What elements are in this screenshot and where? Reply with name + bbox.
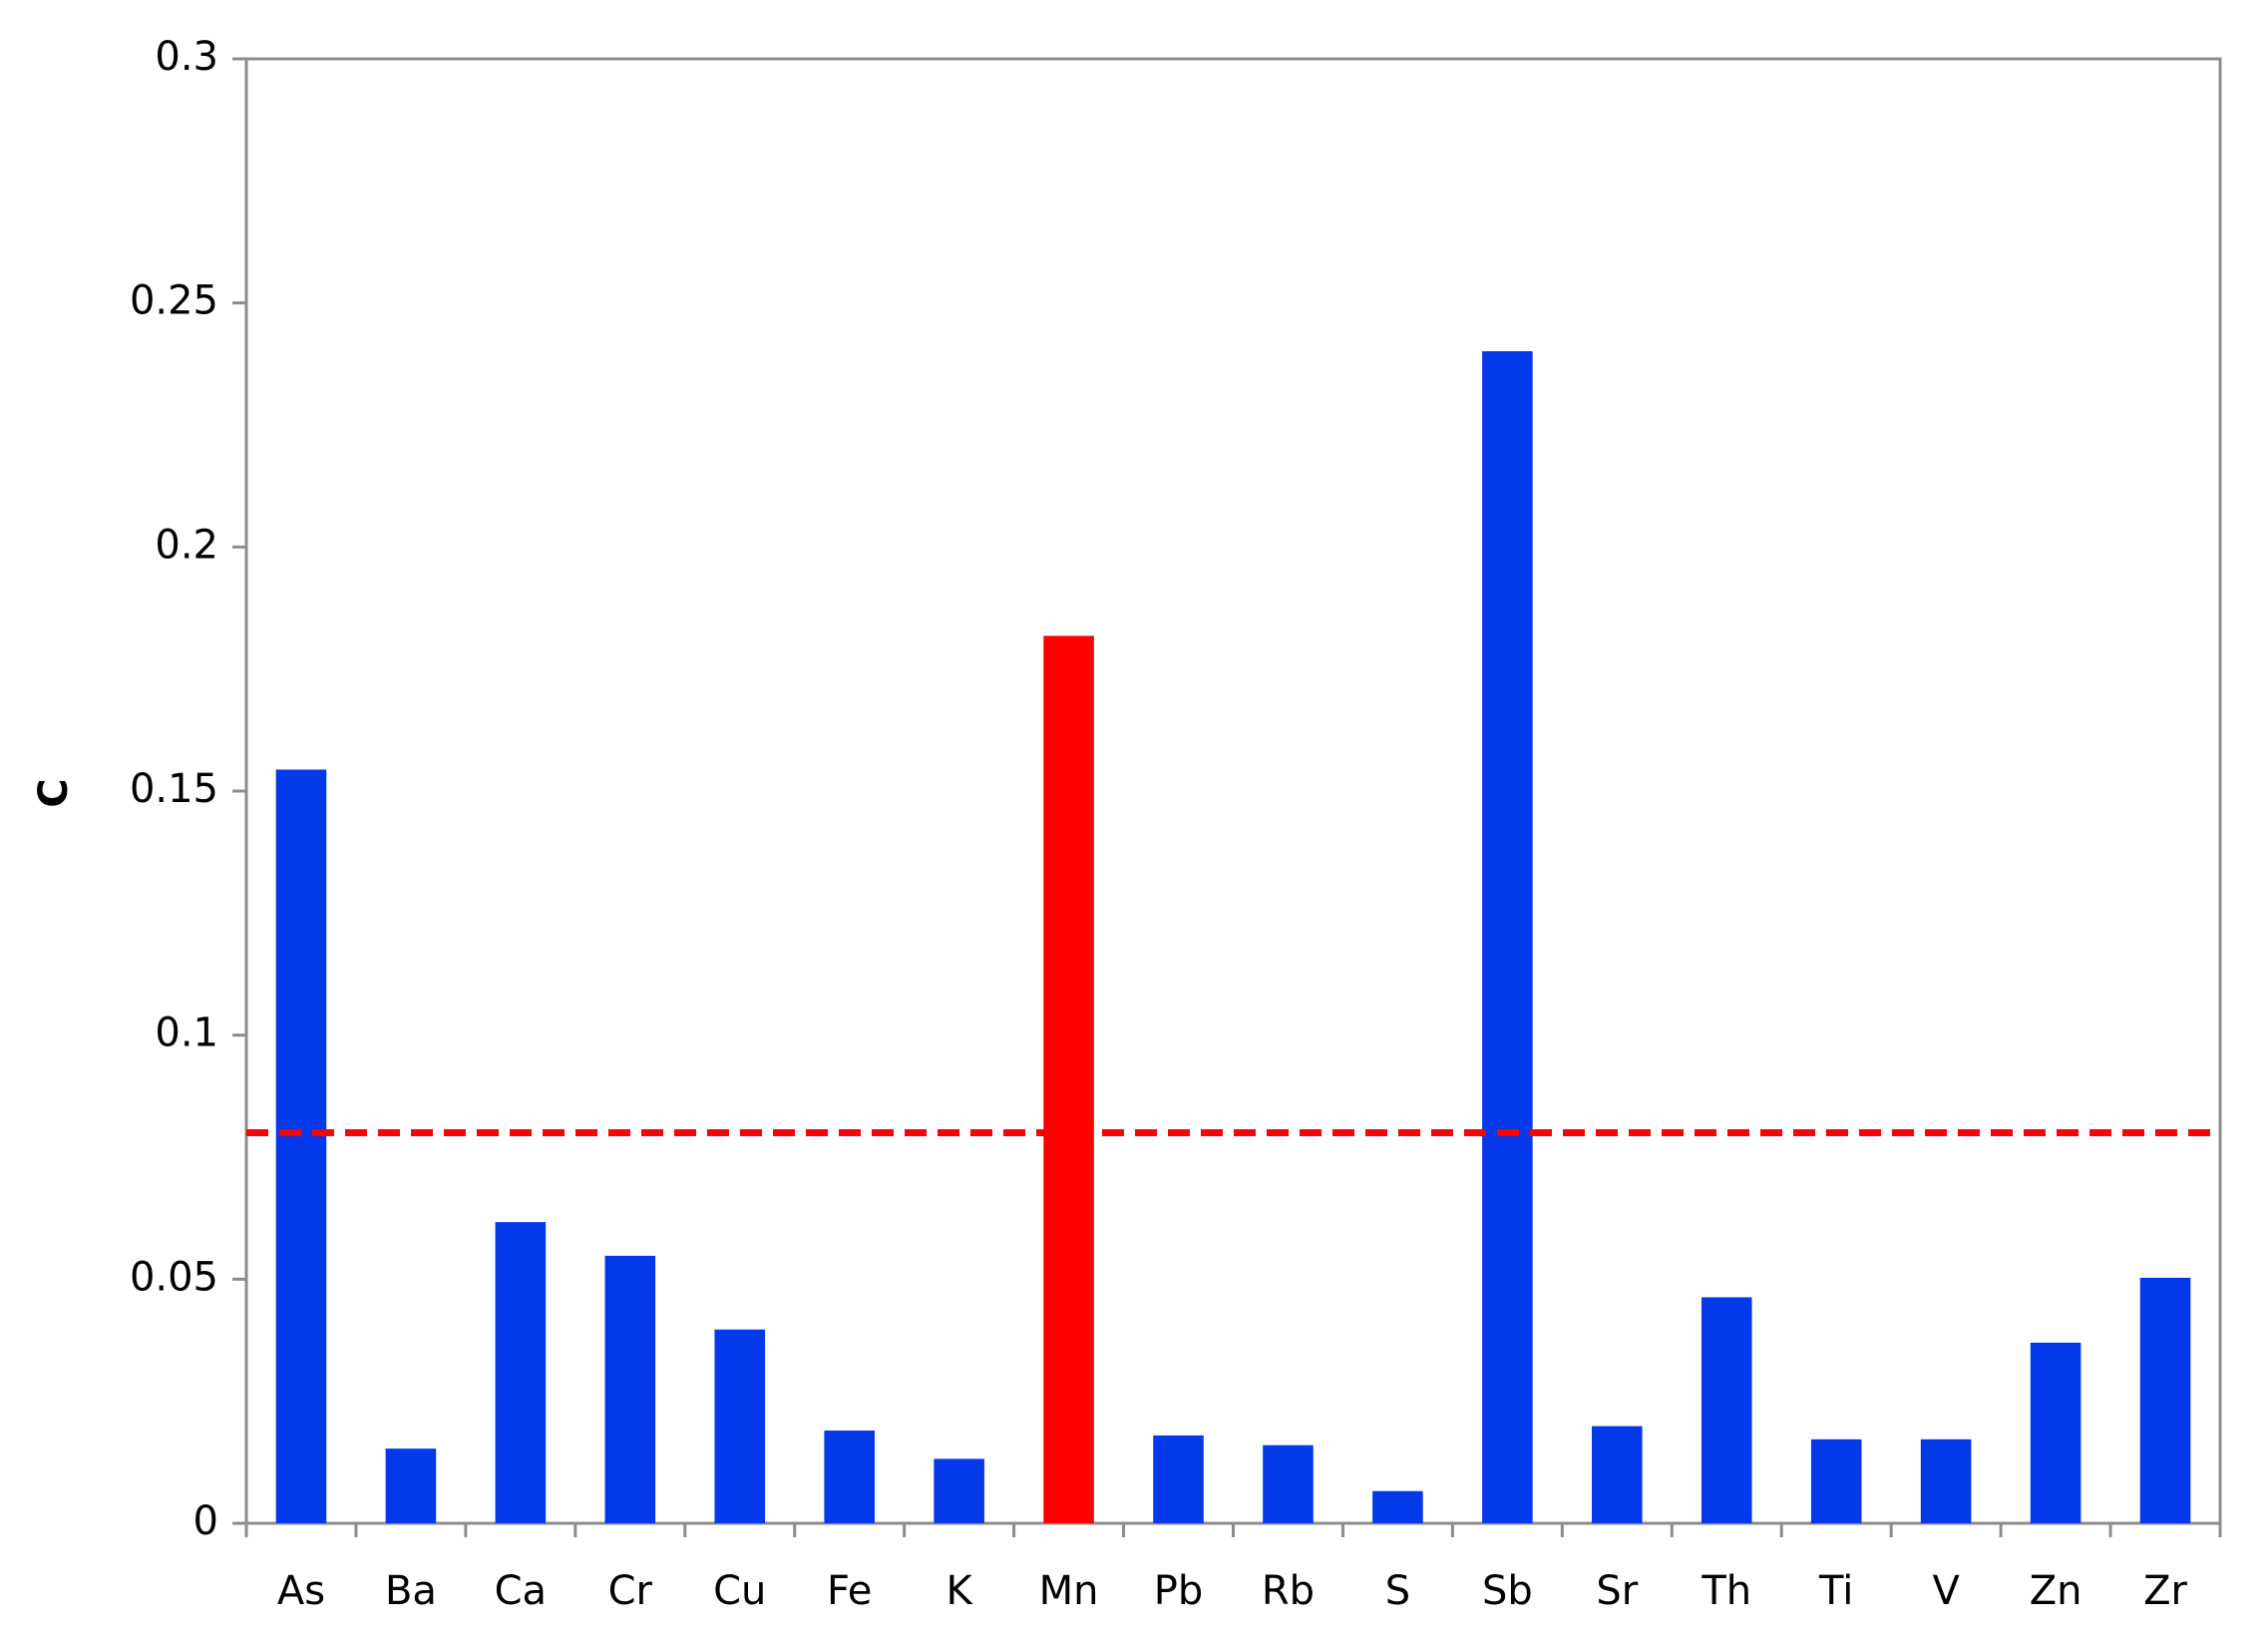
x-tick-label: Ca [495,1568,547,1614]
x-tick-label: S [1385,1568,1410,1614]
bar [495,1222,547,1523]
bar [824,1431,875,1523]
bar [1920,1439,1972,1523]
bar [275,769,327,1523]
y-tick-label: 0.2 [155,522,218,568]
bar [1482,351,1533,1524]
x-tick-label: V [1932,1568,1960,1614]
bar [1592,1426,1643,1523]
y-axis-label: C [31,778,77,807]
y-tick-label: 0.05 [130,1254,218,1300]
bar [1263,1444,1314,1523]
x-tick-label: Zr [2143,1568,2187,1614]
bar [934,1458,984,1523]
x-tick-label: Mn [1039,1568,1099,1614]
x-tick-label: Zn [2030,1568,2082,1614]
y-tick-label: 0.15 [130,766,218,812]
bar [2139,1277,2191,1523]
x-tick-label: Sb [1482,1568,1533,1614]
bar [604,1255,656,1523]
bar [1810,1439,1862,1523]
x-tick-label: Ba [385,1568,437,1614]
x-tick-label: Sr [1596,1568,1638,1614]
y-tick-label: 0.3 [155,34,218,80]
y-tick-label: 0.1 [155,1011,218,1056]
x-tick-label: K [946,1568,974,1614]
x-tick-label: Cu [713,1568,766,1614]
x-tick-label: Ti [1818,1568,1853,1614]
x-tick-label: Fe [827,1568,872,1614]
bar [714,1329,766,1523]
bar [1043,635,1094,1523]
bar [2030,1342,2081,1523]
x-tick-label: Pb [1154,1568,1204,1614]
bar [1701,1297,1752,1523]
x-tick-label: As [277,1568,325,1614]
x-tick-label: Th [1701,1568,1751,1614]
y-tick-label: 0 [193,1498,218,1544]
bar [385,1448,437,1523]
y-tick-label: 0.25 [130,278,218,324]
bar [1372,1490,1423,1523]
x-tick-label: Cr [608,1568,653,1614]
x-tick-label: Rb [1262,1568,1315,1614]
bar [1153,1435,1204,1523]
